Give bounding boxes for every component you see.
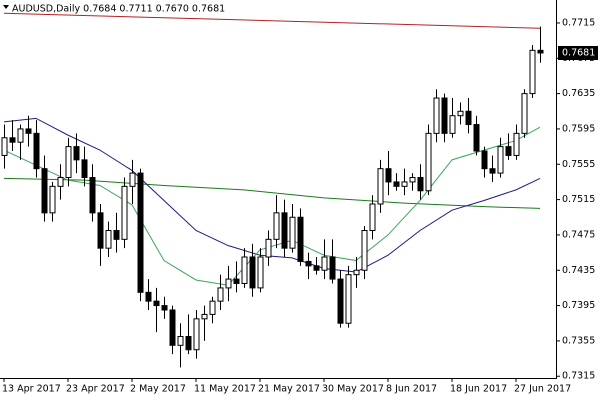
candle-body <box>313 265 320 271</box>
candle-body <box>89 177 96 214</box>
candle-body <box>521 93 528 134</box>
candle-body <box>177 335 184 346</box>
candle-body <box>201 313 208 320</box>
candle-body <box>241 256 248 284</box>
candle-body <box>17 128 24 143</box>
candle-body <box>33 132 40 170</box>
y-tick-label: 0.7515 <box>562 194 595 205</box>
candle-body <box>353 269 360 276</box>
candle-body <box>273 212 280 240</box>
candle-body <box>489 168 496 174</box>
x-tick-label: 30 May 2017 <box>322 384 384 395</box>
candle-body <box>505 146 512 156</box>
y-tick-label: 0.7475 <box>562 229 595 240</box>
candle-body <box>257 256 264 289</box>
y-tick-label: 0.7635 <box>562 88 595 99</box>
candle-body <box>57 177 64 187</box>
candle-body <box>25 128 32 134</box>
candle-body <box>121 185 128 240</box>
candle-body <box>129 172 136 187</box>
candle-body <box>73 146 80 161</box>
candle-body <box>209 300 216 315</box>
candle-body <box>153 300 160 307</box>
candle-body <box>425 132 432 192</box>
y-tick-label: 0.7555 <box>562 159 595 170</box>
candle-body <box>433 97 440 134</box>
candle-body <box>233 278 240 284</box>
candle-body <box>217 287 224 302</box>
candle-body <box>9 137 16 143</box>
candle-body <box>265 238 272 258</box>
candle-body <box>401 181 408 187</box>
x-tick-label: 18 Jun 2017 <box>450 384 507 395</box>
candle-body <box>81 159 88 179</box>
candle-body <box>281 212 288 249</box>
candle-body <box>65 146 72 179</box>
y-tick-label: 0.7435 <box>562 265 595 276</box>
candle-body <box>369 203 376 232</box>
moving-average <box>3 12 541 29</box>
candle-body <box>225 278 232 289</box>
candle-body <box>393 181 400 187</box>
candle-body <box>185 335 192 351</box>
candle-body <box>497 146 504 174</box>
candle-body <box>105 230 112 249</box>
x-tick-label: 21 May 2017 <box>258 384 320 395</box>
candle-body <box>305 260 312 267</box>
chart-title: AUDUSD,Daily 0.7684 0.7711 0.7670 0.7681 <box>12 4 225 15</box>
candle-body <box>385 168 392 183</box>
candle-body <box>409 177 416 183</box>
candle-body <box>457 110 464 117</box>
candle-body <box>441 97 448 134</box>
moving-average <box>3 117 541 273</box>
candle-body <box>41 168 48 214</box>
candle-body <box>289 216 296 249</box>
candle-body <box>113 230 120 240</box>
candle-body <box>449 115 456 134</box>
x-tick-label: 23 Apr 2017 <box>66 384 125 395</box>
candle-body <box>49 185 56 214</box>
y-tick-label: 0.7355 <box>562 335 595 346</box>
y-tick-label: 0.7715 <box>562 17 595 28</box>
candle-body <box>329 256 336 280</box>
candle-body <box>169 309 176 346</box>
candle-body <box>161 305 168 311</box>
y-tick-label: 0.7315 <box>562 371 595 382</box>
candle-body <box>137 172 144 293</box>
x-tick-label: 27 Jun 2017 <box>514 384 571 395</box>
candle-body <box>193 318 200 351</box>
candle-body <box>145 291 152 302</box>
price-label: 0.7681 <box>562 47 595 58</box>
y-tick-label: 0.7395 <box>562 300 595 311</box>
candle-body <box>377 168 384 205</box>
candle-body <box>481 150 488 170</box>
price-label-bg <box>558 45 598 60</box>
candle-body <box>1 137 8 156</box>
candle-body <box>537 49 544 54</box>
menu-arrow <box>3 5 9 9</box>
candle-body <box>465 110 472 126</box>
x-tick-label: 2 May 2017 <box>130 384 186 395</box>
candle-body <box>529 49 536 95</box>
candle-body <box>297 216 304 262</box>
candle-body <box>321 256 328 271</box>
candle-body <box>417 177 424 192</box>
x-tick-label: 11 May 2017 <box>194 384 256 395</box>
candle-body <box>337 278 344 324</box>
candle-body <box>97 212 104 249</box>
y-tick-label: 0.7595 <box>562 123 595 134</box>
candle-body <box>249 256 256 289</box>
moving-average <box>3 177 541 209</box>
candle-body <box>345 274 352 324</box>
x-tick-label: 13 Apr 2017 <box>2 384 61 395</box>
candle-body <box>473 124 480 152</box>
candle-body <box>513 132 520 156</box>
candle-body <box>361 230 368 271</box>
x-tick-label: 8 Jun 2017 <box>386 384 437 395</box>
